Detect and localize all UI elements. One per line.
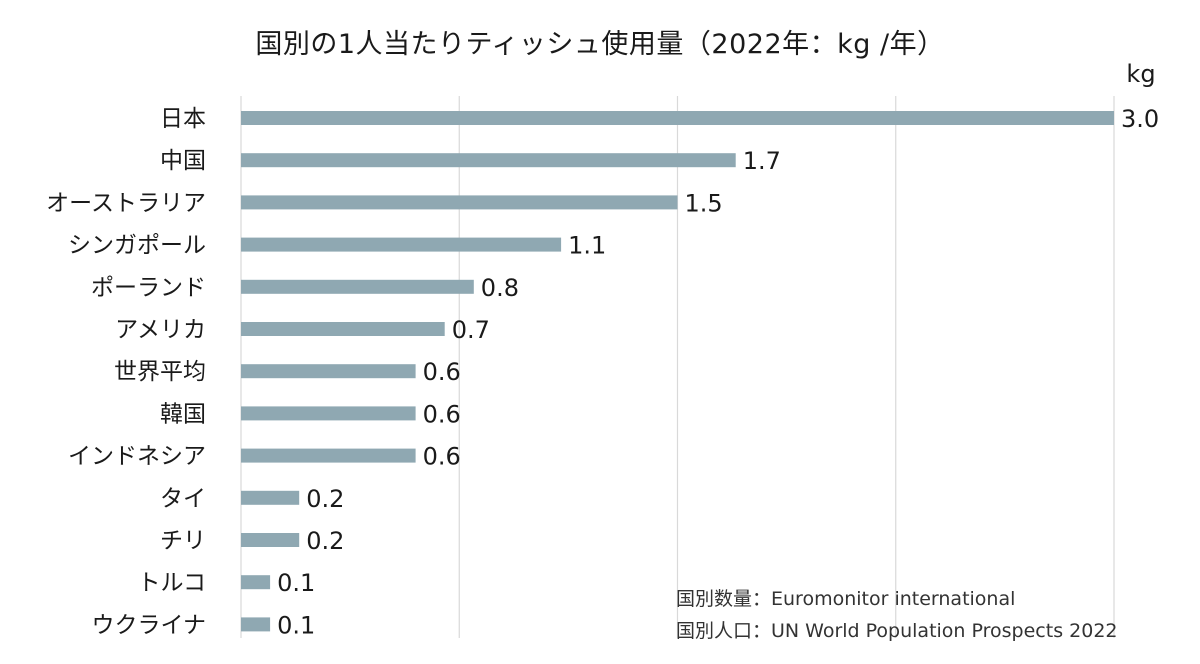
bar-10 — [241, 533, 300, 547]
bar-0 — [241, 111, 1114, 125]
bar-11 — [241, 575, 271, 590]
bar-9 — [241, 490, 300, 505]
bar-3 — [241, 237, 562, 252]
chart-title: 国別の1人当たりティッシュ使用量（2022年：kg /年） — [255, 29, 945, 60]
category-label: 日本 — [160, 106, 206, 132]
category-label: アメリカ — [115, 317, 206, 343]
category-label: タイ — [160, 486, 206, 512]
bars-layer — [241, 111, 1114, 632]
value-label: 0.2 — [306, 527, 344, 555]
value-label: 0.8 — [481, 274, 519, 302]
category-label: インドネシア — [68, 444, 206, 470]
source-note-volume: 国別数量：Euromonitor international — [676, 588, 1016, 610]
category-label: 韓国 — [160, 401, 206, 427]
bar-6 — [241, 364, 416, 379]
category-label: 世界平均 — [114, 359, 206, 385]
bar-5 — [241, 322, 445, 336]
unit-label: kg — [1126, 60, 1155, 88]
value-label: 0.6 — [423, 443, 461, 471]
value-label: 0.2 — [306, 485, 344, 513]
bar-12 — [241, 617, 271, 632]
bar-1 — [241, 153, 736, 168]
value-label: 3.0 — [1121, 105, 1159, 133]
value-label: 0.6 — [423, 400, 461, 428]
labels-layer: 日本 3.0 中国 1.7 オーストラリア 1.5 シンガポール 1.1 ポーランド 0.8 アメリ… — [46, 105, 1159, 639]
value-label: 1.5 — [685, 189, 723, 217]
category-label: ポーランド — [91, 275, 206, 301]
value-label: 0.6 — [423, 358, 461, 386]
category-label: チリ — [160, 528, 206, 554]
bar-8 — [241, 448, 416, 463]
value-label: 1.1 — [568, 232, 606, 260]
category-label: 中国 — [160, 148, 206, 174]
grid-layer — [240, 96, 1115, 638]
category-label: ウクライナ — [91, 612, 206, 638]
source-note-population: 国別人口：UN World Population Prospects 2022 — [676, 620, 1118, 642]
bar-4 — [241, 279, 474, 294]
bar-2 — [241, 195, 678, 210]
category-label: シンガポール — [68, 233, 206, 259]
category-label: オーストラリア — [46, 190, 206, 216]
category-label: トルコ — [137, 570, 206, 596]
value-label: 0.1 — [277, 569, 315, 597]
value-label: 0.1 — [277, 611, 315, 639]
value-label: 1.7 — [743, 147, 781, 175]
bar-7 — [241, 406, 416, 421]
value-label: 0.7 — [452, 316, 490, 344]
